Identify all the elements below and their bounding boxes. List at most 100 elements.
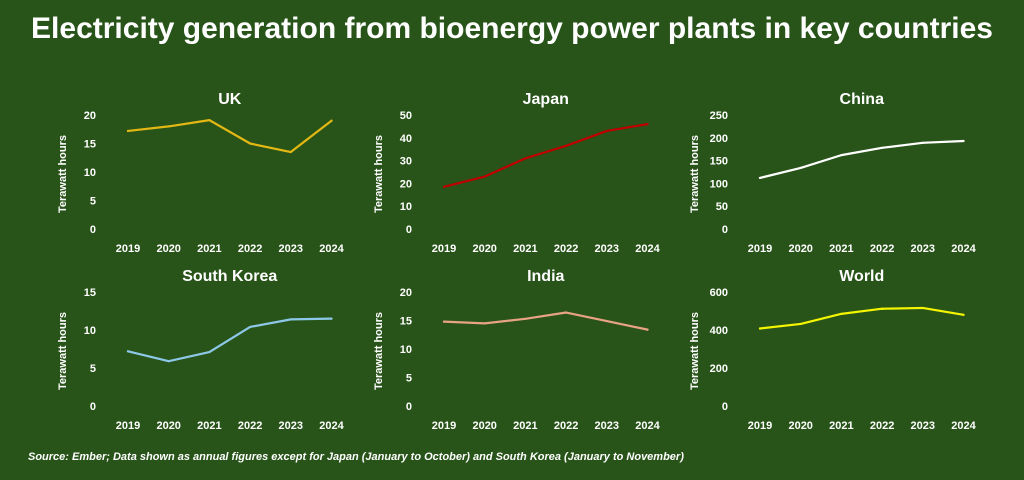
data-point bbox=[565, 144, 568, 147]
y-tick-label: 0 bbox=[90, 224, 96, 236]
x-tick-label: 2022 bbox=[238, 243, 262, 255]
x-tick-label: 2019 bbox=[116, 243, 140, 255]
y-tick-label: 400 bbox=[710, 325, 728, 337]
data-point bbox=[962, 313, 965, 316]
x-tick-label: 2021 bbox=[513, 243, 537, 255]
x-tick-label: 2024 bbox=[635, 420, 660, 432]
x-tick-label: 2021 bbox=[513, 420, 537, 432]
x-tick-label: 2023 bbox=[279, 243, 303, 255]
series-line bbox=[126, 119, 333, 154]
chart-title: China bbox=[840, 91, 885, 108]
x-tick-label: 2022 bbox=[238, 420, 262, 432]
chart-panel-uk: UK Terawatt hours 0 5 10 15 20 2019 2020 2021 2022… bbox=[57, 91, 345, 255]
data-point bbox=[799, 166, 802, 169]
data-point bbox=[249, 142, 252, 145]
series-line bbox=[126, 317, 333, 363]
y-tick-label: 30 bbox=[400, 156, 412, 168]
series-line bbox=[442, 311, 649, 331]
y-tick-label: 5 bbox=[90, 196, 96, 208]
page-title: Electricity generation from bioenergy po… bbox=[31, 12, 993, 45]
y-axis-label: Terawatt hours bbox=[373, 135, 385, 213]
x-tick-label: 2022 bbox=[554, 420, 578, 432]
y-tick-label: 0 bbox=[722, 401, 728, 413]
y-tick-label: 100 bbox=[710, 178, 728, 190]
y-tick-label: 600 bbox=[710, 287, 728, 299]
x-tick-label: 2021 bbox=[197, 420, 221, 432]
y-tick-label: 15 bbox=[84, 287, 96, 299]
data-point bbox=[605, 129, 608, 133]
data-point bbox=[249, 325, 252, 329]
y-tick-label: 250 bbox=[710, 110, 728, 122]
y-axis-label: Terawatt hours bbox=[689, 135, 701, 213]
data-point bbox=[646, 123, 649, 126]
x-tick-label: 2020 bbox=[156, 420, 180, 432]
data-point bbox=[921, 306, 924, 310]
y-tick-label: 15 bbox=[84, 139, 96, 151]
data-point bbox=[758, 176, 762, 180]
x-tick-label: 2021 bbox=[829, 243, 853, 255]
chart-panel-china: China Terawatt hours 0 50 100 150 200 250 2019 20… bbox=[689, 91, 977, 255]
data-point bbox=[799, 322, 802, 326]
y-tick-label: 10 bbox=[400, 344, 412, 356]
y-tick-label: 0 bbox=[90, 401, 96, 413]
data-point bbox=[962, 139, 965, 143]
data-point bbox=[565, 311, 568, 314]
chart-panel-south-korea: South Korea Terawatt hours 0 5 10 15 2019 2020 2… bbox=[57, 268, 345, 432]
x-tick-label: 2024 bbox=[635, 243, 660, 255]
chart-title: World bbox=[839, 268, 884, 285]
chart-title: India bbox=[527, 268, 564, 285]
data-point bbox=[126, 350, 130, 353]
y-tick-label: 20 bbox=[400, 287, 412, 299]
y-tick-label: 15 bbox=[400, 316, 412, 328]
y-tick-label: 20 bbox=[84, 110, 96, 122]
data-point bbox=[126, 129, 130, 133]
y-axis-label: Terawatt hours bbox=[57, 312, 69, 390]
data-point bbox=[524, 157, 527, 160]
data-point bbox=[442, 320, 446, 323]
y-tick-label: 200 bbox=[710, 363, 728, 375]
data-point bbox=[167, 360, 170, 363]
source-note: Source: Ember; Data shown as annual figu… bbox=[28, 451, 684, 463]
data-point bbox=[289, 318, 292, 321]
data-point bbox=[208, 350, 211, 354]
y-tick-label: 0 bbox=[406, 224, 412, 236]
data-point bbox=[524, 317, 527, 320]
data-point bbox=[921, 141, 924, 144]
x-tick-label: 2024 bbox=[951, 243, 976, 255]
y-tick-label: 150 bbox=[710, 156, 728, 168]
chart-title: South Korea bbox=[182, 268, 277, 285]
data-point bbox=[758, 327, 762, 330]
series-line bbox=[758, 306, 965, 330]
x-tick-label: 2022 bbox=[870, 420, 894, 432]
x-tick-label: 2020 bbox=[156, 243, 180, 255]
data-point bbox=[881, 146, 884, 149]
y-axis-label: Terawatt hours bbox=[57, 135, 69, 213]
x-tick-label: 2022 bbox=[554, 243, 578, 255]
x-tick-label: 2023 bbox=[279, 420, 303, 432]
data-point bbox=[840, 312, 843, 315]
x-tick-label: 2019 bbox=[432, 420, 456, 432]
data-point bbox=[208, 119, 211, 122]
y-tick-label: 50 bbox=[400, 110, 412, 122]
x-tick-label: 2019 bbox=[748, 243, 772, 255]
x-tick-label: 2020 bbox=[472, 243, 496, 255]
series-line bbox=[758, 139, 965, 180]
x-tick-label: 2023 bbox=[595, 243, 619, 255]
data-point bbox=[840, 154, 843, 157]
data-point bbox=[330, 119, 333, 122]
x-tick-label: 2023 bbox=[595, 420, 619, 432]
x-tick-label: 2019 bbox=[432, 243, 456, 255]
y-axis-label: Terawatt hours bbox=[689, 312, 701, 390]
chart-panel-world: World Terawatt hours 0 200 400 600 2019 2020 202… bbox=[689, 268, 977, 432]
y-tick-label: 10 bbox=[84, 325, 96, 337]
x-tick-label: 2024 bbox=[319, 420, 344, 432]
data-point bbox=[605, 319, 608, 323]
y-tick-label: 20 bbox=[400, 178, 412, 190]
x-tick-label: 2022 bbox=[870, 243, 894, 255]
y-tick-label: 0 bbox=[406, 401, 412, 413]
x-tick-label: 2021 bbox=[829, 420, 853, 432]
y-tick-label: 10 bbox=[84, 167, 96, 179]
y-tick-label: 10 bbox=[400, 201, 412, 213]
chart-title: UK bbox=[218, 91, 242, 108]
